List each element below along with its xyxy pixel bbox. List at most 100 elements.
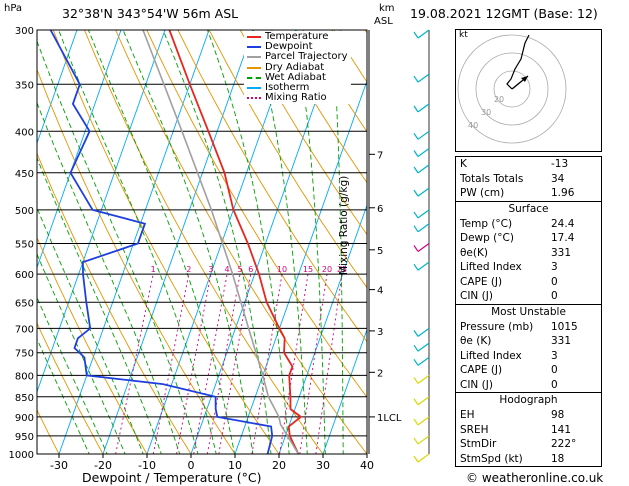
- surface-title: Surface: [456, 200, 601, 217]
- dry-adiabat-line: [146, 30, 367, 398]
- pressure-tick-label: 750: [15, 349, 34, 360]
- wind-barb-flag: [413, 377, 419, 384]
- hodograph-kt-label: kt: [459, 30, 468, 40]
- wind-barb: [417, 342, 430, 352]
- pressure-tick-label: 650: [15, 298, 34, 309]
- hodograph-stat-row: StmDir 222°: [456, 437, 601, 452]
- hodograph-stat-row: SREH 141: [456, 423, 601, 438]
- pressure-tick-label: 600: [15, 270, 34, 281]
- pressure-tick-label: 950: [15, 432, 34, 443]
- hodograph-stat-value: 98: [551, 409, 565, 421]
- pressure-tick-label: 500: [15, 206, 34, 217]
- wet-adiabat-line: [37, 296, 108, 454]
- legend-item: Temperature: [247, 31, 348, 42]
- pressure-tick-label: 850: [15, 393, 34, 404]
- x-tick-label: 20: [272, 459, 286, 472]
- mixing-ratio-label: 6: [248, 265, 253, 274]
- x-tick-label: 30: [316, 459, 330, 472]
- surface-row: CIN (J) 0: [456, 289, 601, 304]
- datetime-title: 19.08.2021 12GMT (Base: 12): [410, 6, 598, 21]
- wind-barb: [417, 103, 430, 113]
- most-unstable-value: 3: [551, 349, 558, 362]
- hpa-label: hPa: [4, 3, 23, 14]
- dry-adiabat-line: [37, 152, 192, 454]
- wet-adiabat-line: [331, 30, 344, 454]
- km-tick-label: 5: [377, 246, 383, 257]
- wind-barb: [417, 453, 430, 463]
- hodograph-stat-label: EH: [460, 409, 475, 421]
- mixing-ratio-line: [315, 274, 343, 454]
- most-unstable-value: 331: [551, 335, 572, 347]
- wind-barb: [417, 130, 430, 140]
- index-label: PW (cm): [460, 187, 505, 199]
- most-unstable-row: CAPE (J) 0: [456, 363, 601, 378]
- legend-label: Mixing Ratio: [265, 92, 327, 104]
- mixing-ratio-label: 25: [337, 265, 347, 274]
- legend-item: Isotherm: [247, 82, 348, 93]
- dewpoint-curve: [49, 30, 274, 454]
- legend-label: Dry Adiabat: [265, 61, 325, 73]
- most-unstable-label: CIN (J): [460, 378, 493, 391]
- dry-adiabat-line: [270, 30, 367, 184]
- hodograph-ring: [493, 70, 531, 108]
- pressure-tick-label: 550: [15, 239, 34, 250]
- dry-adiabat-line: [37, 322, 104, 454]
- wind-barb-flag: [413, 132, 419, 140]
- wind-barb-flag: [413, 245, 419, 252]
- hodograph-trace: [506, 34, 530, 90]
- legend-label: Wet Adiabat: [265, 71, 326, 83]
- legend-swatch: [247, 56, 261, 59]
- indices-box: K -13 Totals Totals 34 PW (cm) 1.96 Surface T…: [455, 156, 602, 467]
- wind-barb: [417, 164, 430, 174]
- mixing-ratio-label: 15: [303, 265, 313, 274]
- most-unstable-row: Lifted Index 3: [456, 349, 601, 364]
- wet-adiabat-line: [294, 30, 326, 454]
- legend-swatch: [247, 36, 261, 39]
- hodograph-ring: [457, 34, 567, 144]
- hodograph-stat-row: StmSpd (kt) 18: [456, 452, 601, 467]
- wind-barb: [417, 416, 430, 426]
- mixing-ratio-axis-title: Mixing Ratio (g/kg): [338, 175, 350, 275]
- x-tick-label: -30: [50, 459, 68, 472]
- wind-barb: [417, 29, 430, 39]
- surface-value: 3: [551, 261, 558, 273]
- pressure-tick-label: 300: [15, 26, 34, 37]
- wet-adiabat-line: [37, 337, 90, 454]
- most-unstable-label: Lifted Index: [460, 349, 522, 362]
- surface-label: Lifted Index: [460, 261, 522, 273]
- wind-barb-flag: [413, 359, 419, 366]
- wind-barb: [417, 223, 430, 233]
- legend-label: Parcel Trajectory: [265, 51, 348, 63]
- km-label: km: [379, 3, 395, 14]
- legend-label: Dewpoint: [265, 41, 313, 53]
- hodograph-ring-label: 30: [481, 108, 491, 117]
- wet-adiabat-line: [252, 30, 308, 454]
- mixing-ratio-line: [115, 274, 154, 454]
- location-title: 32°38'N 343°54'W 56m ASL: [62, 6, 239, 21]
- legend-item: Parcel Trajectory: [247, 52, 348, 62]
- wind-barb-flag: [413, 455, 419, 463]
- mixing-ratio-label: 2: [186, 265, 191, 274]
- surface-row: CAPE (J) 0: [456, 275, 601, 290]
- surface-value: 0: [551, 275, 558, 288]
- dry-adiabat-line: [115, 30, 367, 454]
- most-unstable-row: θe (K) 331: [456, 334, 601, 349]
- km-tick-label: 2: [377, 368, 383, 379]
- index-value: 34: [551, 172, 565, 185]
- surface-value: 0: [551, 290, 558, 302]
- x-tick-label: 0: [188, 459, 195, 472]
- wind-barb: [417, 327, 430, 337]
- km-tick-label: 3: [377, 327, 383, 338]
- legend-item: Mixing Ratio: [247, 92, 348, 104]
- wind-barb: [417, 435, 430, 445]
- index-value: 1.96: [551, 187, 575, 199]
- surface-row: Lifted Index 3: [456, 260, 601, 275]
- dry-adiabat-line: [208, 30, 367, 289]
- isotherm-line: [234, 79, 367, 454]
- isotherm-line: [37, 30, 122, 269]
- wet-adiabat-line: [37, 39, 199, 454]
- dry-adiabat-line: [37, 236, 148, 454]
- wet-adiabat-line: [207, 30, 290, 454]
